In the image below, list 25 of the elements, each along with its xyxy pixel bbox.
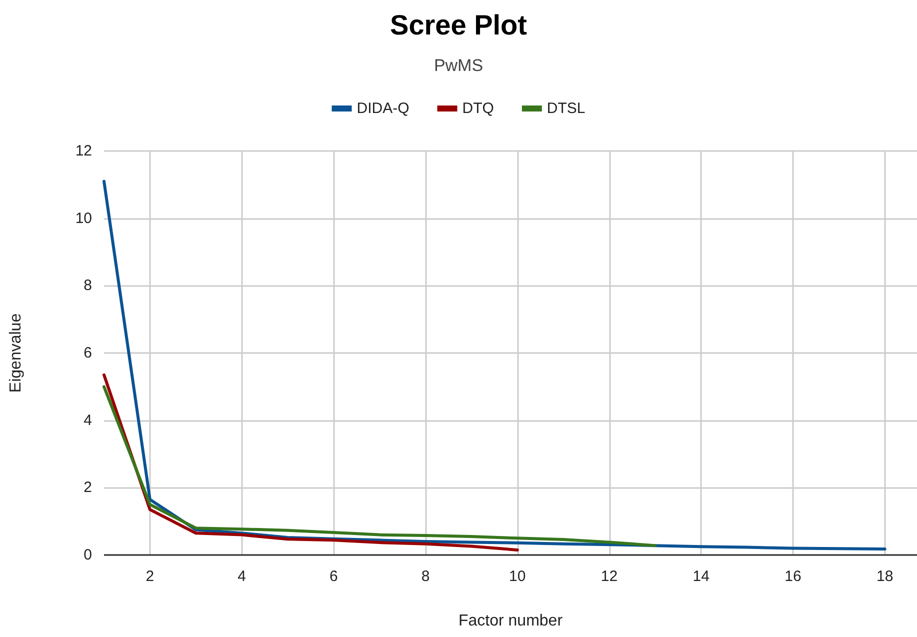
x-tick-label: 18	[876, 568, 894, 585]
chart-subtitle: PwMS	[434, 56, 484, 75]
y-tick-label: 6	[84, 344, 92, 362]
legend-label: DTSL	[546, 100, 586, 117]
line-series	[102, 180, 886, 550]
x-tick-label: 14	[692, 568, 710, 585]
x-tick-label: 2	[146, 568, 154, 585]
y-tick-label: 8	[84, 277, 92, 294]
line-series	[102, 385, 657, 548]
x-tick-label: 10	[509, 568, 526, 585]
legend-label: DTQ	[462, 100, 494, 117]
y-tick-label: 2	[84, 479, 92, 496]
x-axis-title: Factor number	[458, 612, 564, 630]
y-tick-label: 0	[84, 546, 92, 564]
x-tick-label: 16	[784, 568, 802, 585]
y-tick-label: 10	[75, 210, 92, 227]
y-axis-title: Eigenvalue	[8, 313, 24, 393]
x-tick-label: 6	[329, 568, 338, 585]
chart-title: Scree Plot	[390, 10, 527, 40]
legend-label: DIDA-Q	[356, 100, 410, 117]
y-tick-label: 4	[84, 412, 92, 429]
y-tick-label: 12	[75, 142, 92, 160]
x-tick-label: 4	[238, 568, 246, 585]
x-tick-label: 12	[600, 568, 618, 585]
x-tick-label: 8	[421, 568, 430, 585]
